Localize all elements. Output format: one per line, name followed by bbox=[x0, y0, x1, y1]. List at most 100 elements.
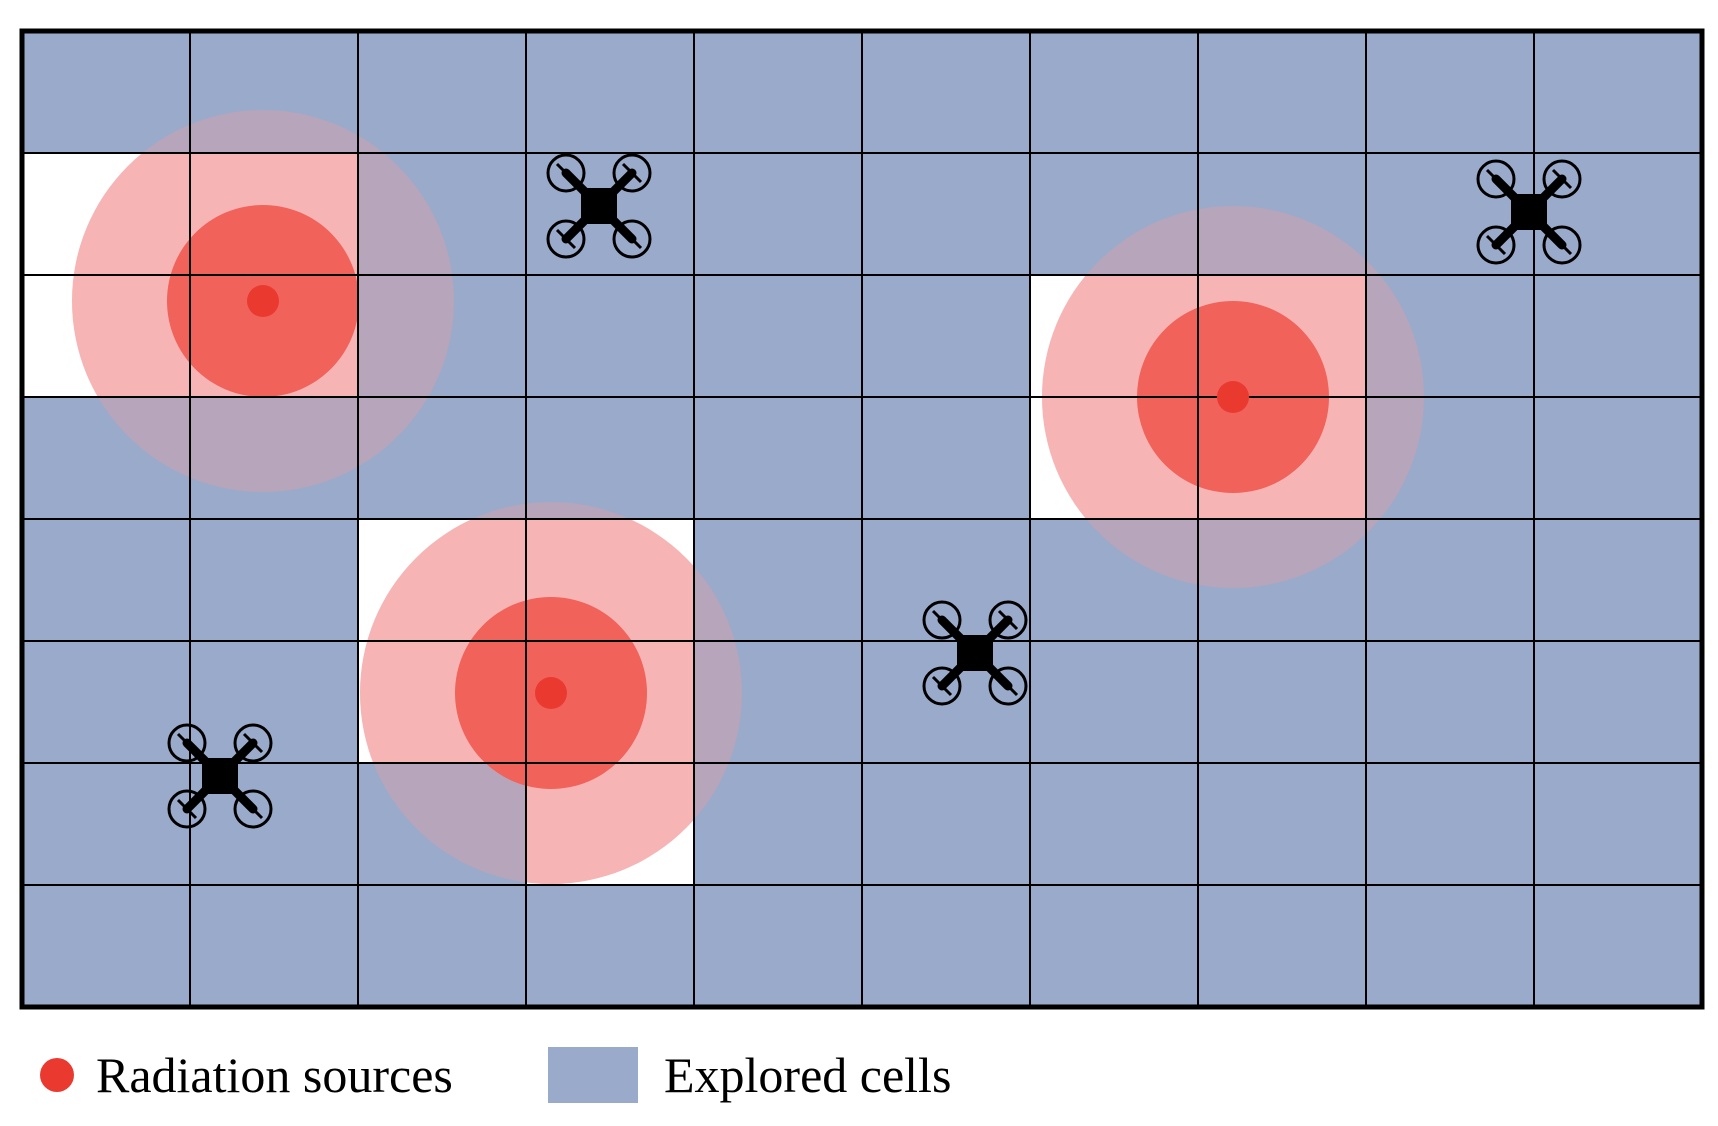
radiation-source bbox=[1217, 381, 1249, 413]
explored-cell bbox=[862, 275, 1030, 397]
explored-cell bbox=[1366, 275, 1534, 397]
explored-cell bbox=[1534, 641, 1702, 763]
explored-cell bbox=[358, 397, 526, 519]
explored-cell bbox=[694, 641, 862, 763]
explored-cell bbox=[526, 31, 694, 153]
explored-cell bbox=[22, 763, 190, 885]
drone-body bbox=[581, 188, 617, 224]
explored-cell bbox=[694, 397, 862, 519]
explored-cell bbox=[1366, 885, 1534, 1007]
explored-cell bbox=[1198, 885, 1366, 1007]
radiation-source bbox=[247, 285, 279, 317]
explored-cell bbox=[358, 763, 526, 885]
legend-explored-cells: Explored cells bbox=[548, 1035, 951, 1115]
legend-explored-swatch bbox=[548, 1047, 638, 1103]
drone-icon bbox=[546, 153, 652, 259]
explored-cell bbox=[22, 885, 190, 1007]
explored-cell bbox=[358, 153, 526, 275]
explored-cell bbox=[1366, 31, 1534, 153]
drone-body bbox=[202, 758, 238, 794]
explored-cell bbox=[1198, 641, 1366, 763]
explored-cell bbox=[694, 763, 862, 885]
drone-body bbox=[957, 635, 993, 671]
drone-rotor bbox=[988, 666, 1028, 706]
explored-cell bbox=[526, 275, 694, 397]
drone-rotor bbox=[1476, 225, 1516, 265]
explored-cell bbox=[22, 519, 190, 641]
explored-cell bbox=[1534, 275, 1702, 397]
explored-cell bbox=[1030, 519, 1198, 641]
drone-rotor bbox=[922, 600, 962, 640]
explored-cell bbox=[1366, 763, 1534, 885]
legend-source-dot bbox=[40, 1058, 74, 1092]
grid-lines-layer bbox=[19, 28, 1705, 1010]
explored-cell bbox=[1030, 641, 1198, 763]
explored-cell bbox=[22, 31, 190, 153]
sources-layer bbox=[247, 285, 1249, 709]
explored-cell bbox=[190, 519, 358, 641]
grid-border bbox=[19, 28, 1705, 1010]
drone-rotor bbox=[233, 789, 273, 829]
explored-cell bbox=[862, 763, 1030, 885]
explored-cell bbox=[1366, 641, 1534, 763]
explored-cell bbox=[1534, 397, 1702, 519]
explored-cell bbox=[694, 885, 862, 1007]
explored-cell bbox=[1366, 153, 1534, 275]
drone-rotor bbox=[988, 600, 1028, 640]
drone-rotor bbox=[546, 153, 586, 193]
explored-cell bbox=[862, 153, 1030, 275]
drone-rotor bbox=[612, 219, 652, 259]
drone-rotor bbox=[612, 153, 652, 193]
drone-rotor bbox=[1476, 159, 1516, 199]
explored-cell bbox=[358, 31, 526, 153]
legend-radiation-sources: Radiation sources bbox=[40, 1035, 453, 1115]
explored-cell bbox=[1198, 31, 1366, 153]
explored-cell bbox=[190, 641, 358, 763]
drone-rotor bbox=[1542, 159, 1582, 199]
explored-cell bbox=[862, 397, 1030, 519]
explored-cell bbox=[1534, 885, 1702, 1007]
explored-cell bbox=[1534, 153, 1702, 275]
explored-cell bbox=[22, 397, 190, 519]
drones-layer bbox=[167, 153, 1582, 829]
explored-cell bbox=[1198, 153, 1366, 275]
explored-cell bbox=[1534, 763, 1702, 885]
explored-cell bbox=[358, 275, 526, 397]
explored-cell bbox=[694, 519, 862, 641]
explored-cell bbox=[190, 885, 358, 1007]
drone-rotor bbox=[1542, 225, 1582, 265]
legend-explored-label: Explored cells bbox=[664, 1047, 952, 1103]
drone-rotor bbox=[546, 219, 586, 259]
explored-cell bbox=[1534, 31, 1702, 153]
explored-cell bbox=[862, 885, 1030, 1007]
explored-cell bbox=[358, 885, 526, 1007]
explored-cell bbox=[1366, 397, 1534, 519]
legend-sources-label: Radiation sources bbox=[96, 1047, 453, 1103]
explored-cell bbox=[526, 397, 694, 519]
explored-cell bbox=[1030, 31, 1198, 153]
drone-icon bbox=[167, 723, 273, 829]
drone-rotor bbox=[167, 723, 207, 763]
explored-cell bbox=[694, 31, 862, 153]
explored-cell bbox=[22, 641, 190, 763]
explored-cell bbox=[1198, 763, 1366, 885]
explored-cell bbox=[1534, 519, 1702, 641]
explored-cell bbox=[862, 31, 1030, 153]
explored-cell bbox=[190, 31, 358, 153]
explored-cell bbox=[190, 397, 358, 519]
drone-rotor bbox=[167, 789, 207, 829]
explored-cell bbox=[862, 641, 1030, 763]
explored-cell bbox=[526, 885, 694, 1007]
explored-cell bbox=[1030, 153, 1198, 275]
radiation-source bbox=[535, 677, 567, 709]
explored-cell bbox=[1030, 885, 1198, 1007]
explored-cell bbox=[1198, 519, 1366, 641]
explored-cell bbox=[1030, 763, 1198, 885]
drone-body bbox=[1511, 194, 1547, 230]
drone-icon bbox=[1476, 159, 1582, 265]
explored-cell bbox=[694, 153, 862, 275]
explored-cell bbox=[694, 275, 862, 397]
drone-icon bbox=[922, 600, 1028, 706]
explored-cell bbox=[1366, 519, 1534, 641]
